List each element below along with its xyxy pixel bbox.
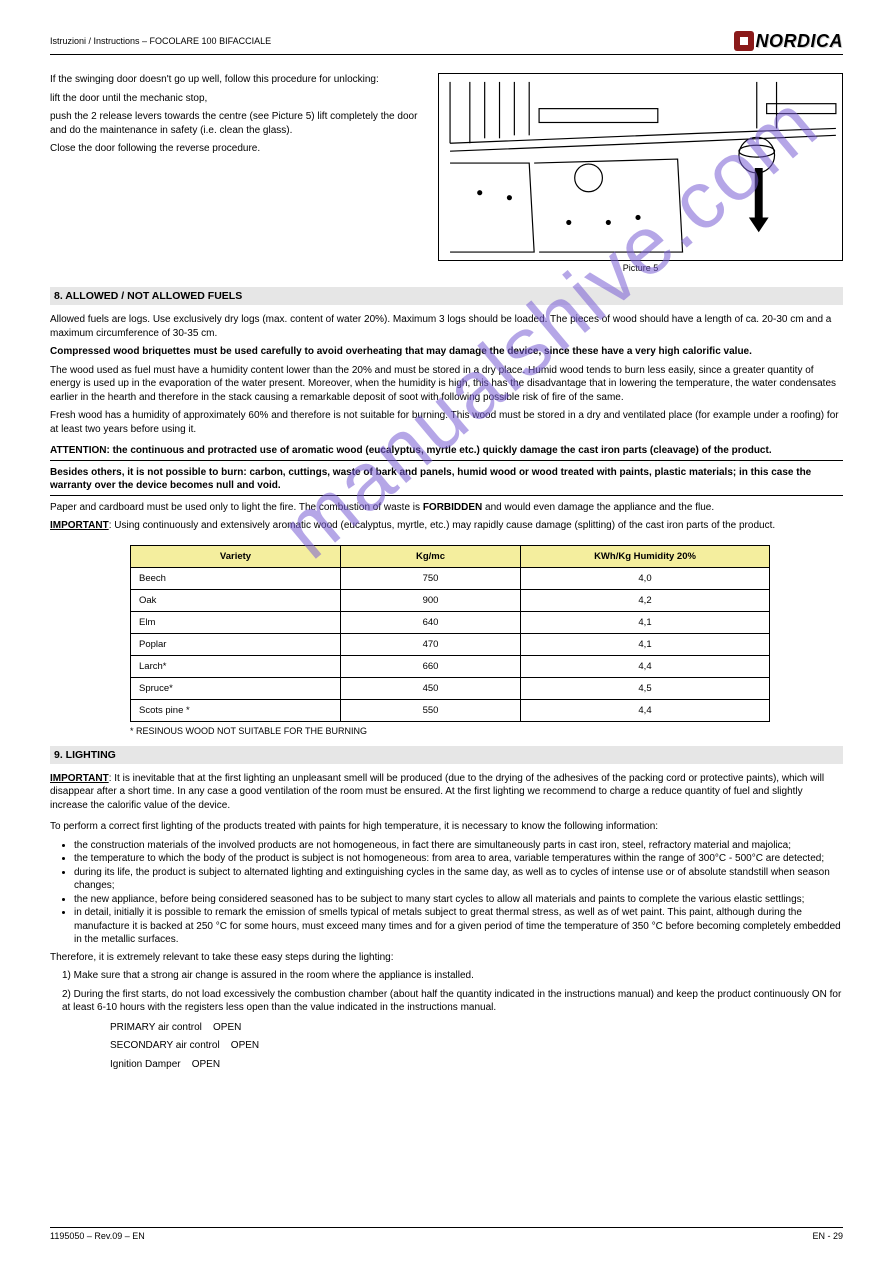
air-secondary: SECONDARY air control OPEN xyxy=(110,1039,843,1053)
logo-text: NORDICA xyxy=(756,31,844,52)
header-title: Istruzioni / Instructions – FOCOLARE 100… xyxy=(50,36,271,46)
figure-caption: Picture 5 xyxy=(438,263,843,273)
section-9-body: IMPORTANT: It is inevitable that at the … xyxy=(50,772,843,1072)
s9-important: IMPORTANT: It is inevitable that at the … xyxy=(50,772,843,813)
section-9-heading: 9. LIGHTING xyxy=(50,746,843,764)
footer-right: EN - 29 xyxy=(812,1231,843,1241)
table-row: Scots pine *5504,4 xyxy=(131,699,770,721)
page-footer: 1195050 – Rev.09 – EN EN - 29 xyxy=(50,1227,843,1241)
s8-p3: The wood used as fuel must have a humidi… xyxy=(50,364,843,405)
table-row: Poplar4704,1 xyxy=(131,633,770,655)
s8-attention2: Besides others, it is not possible to bu… xyxy=(50,466,843,496)
fuel-variety-table: Variety Kg/mc KWh/Kg Humidity 20% Beech7… xyxy=(130,545,770,722)
col-variety: Variety xyxy=(131,545,341,567)
s9-b2: the temperature to which the body of the… xyxy=(74,852,843,866)
s9-n1: 1) Make sure that a strong air change is… xyxy=(50,969,843,983)
section-8-body: Allowed fuels are logs. Use exclusively … xyxy=(50,313,843,533)
break-p4: Close the door following the reverse pro… xyxy=(50,142,424,156)
air-control-block: PRIMARY air control OPEN SECONDARY air c… xyxy=(50,1021,843,1072)
table-row: Beech7504,0 xyxy=(131,567,770,589)
door-mechanism-icon xyxy=(439,74,842,260)
break-p2: lift the door until the mechanic stop, xyxy=(50,92,424,106)
s8-p5: Paper and cardboard must be used only to… xyxy=(50,501,843,515)
s9-p2: Therefore, it is extremely relevant to t… xyxy=(50,951,843,965)
break-p1: If the swinging door doesn't go up well,… xyxy=(50,73,424,87)
s9-p1: To perform a correct first lighting of t… xyxy=(50,820,843,834)
wood-table-wrap: Variety Kg/mc KWh/Kg Humidity 20% Beech7… xyxy=(130,545,843,736)
table-header-row: Variety Kg/mc KWh/Kg Humidity 20% xyxy=(131,545,770,567)
col-kwh: KWh/Kg Humidity 20% xyxy=(521,545,770,567)
s8-important: IMPORTANT: Using continuously and extens… xyxy=(50,519,843,533)
s9-n2: 2) During the first starts, do not load … xyxy=(50,988,843,1015)
s8-p1: Allowed fuels are logs. Use exclusively … xyxy=(50,313,843,340)
table-note: * RESINOUS WOOD NOT SUITABLE FOR THE BUR… xyxy=(130,726,843,736)
footer-left: 1195050 – Rev.09 – EN xyxy=(50,1231,145,1241)
s9-b4: the new appliance, before being consider… xyxy=(74,893,843,907)
brand-logo: NORDICA xyxy=(734,30,844,52)
table-row: Oak9004,2 xyxy=(131,589,770,611)
s8-p2: Compressed wood briquettes must be used … xyxy=(50,345,843,359)
page-header: Istruzioni / Instructions – FOCOLARE 100… xyxy=(50,30,843,55)
s9-b5: in detail, initially it is possible to r… xyxy=(74,906,843,947)
door-release-section: If the swinging door doesn't go up well,… xyxy=(50,73,843,273)
door-release-text: If the swinging door doesn't go up well,… xyxy=(50,73,424,273)
figure-wrapper: Picture 5 xyxy=(438,73,843,273)
figure-5-diagram xyxy=(438,73,843,261)
air-damper: Ignition Damper OPEN xyxy=(110,1058,843,1072)
s8-p4: Fresh wood has a humidity of approximate… xyxy=(50,409,843,436)
table-row: Larch*6604,4 xyxy=(131,655,770,677)
table-row: Elm6404,1 xyxy=(131,611,770,633)
col-kgmc: Kg/mc xyxy=(341,545,521,567)
table-row: Spruce*4504,5 xyxy=(131,677,770,699)
s8-attention1: ATTENTION: the continuous and protracted… xyxy=(50,444,843,461)
logo-badge-icon xyxy=(734,31,754,51)
break-p3: push the 2 release levers towards the ce… xyxy=(50,110,424,137)
section-8-heading: 8. ALLOWED / NOT ALLOWED FUELS xyxy=(50,287,843,305)
air-primary: PRIMARY air control OPEN xyxy=(110,1021,843,1035)
s9-b1: the construction materials of the involv… xyxy=(74,839,843,853)
s9-b3: during its life, the product is subject … xyxy=(74,866,843,893)
